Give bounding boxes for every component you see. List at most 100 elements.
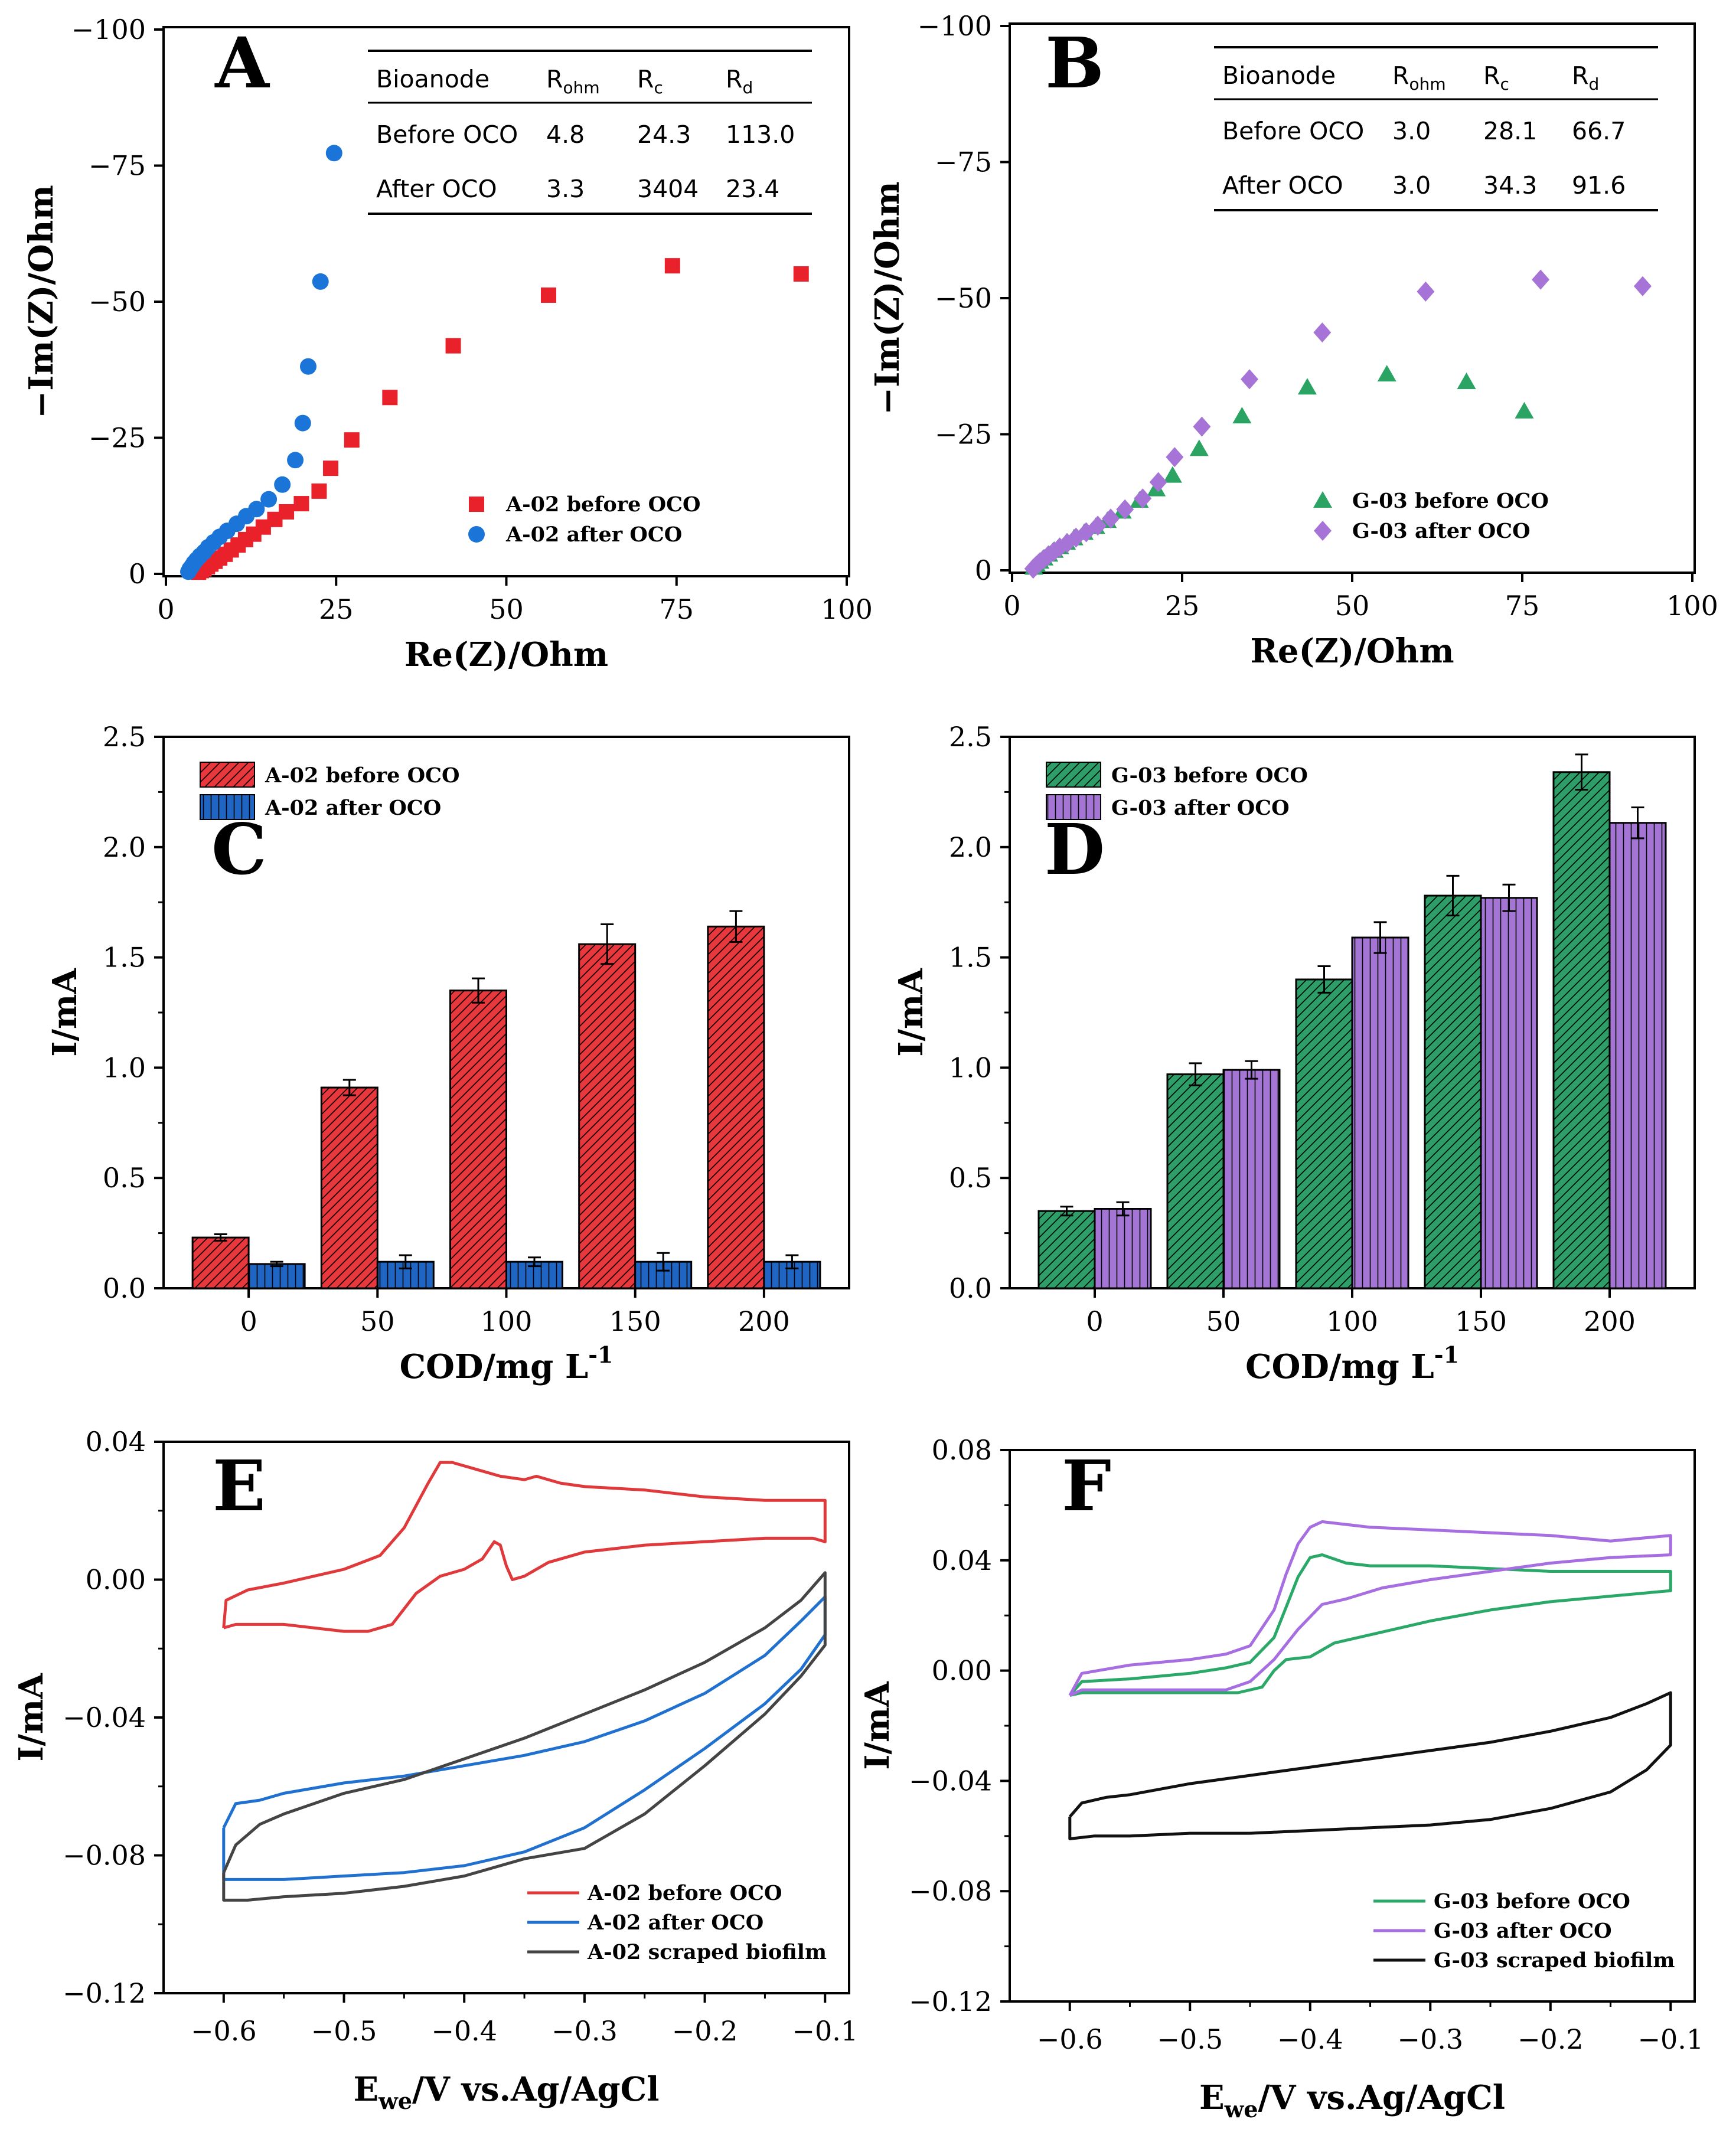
y-tick-label: −0.04 — [909, 1765, 992, 1797]
data-point — [445, 338, 461, 354]
data-point — [1377, 365, 1396, 382]
y-tick-label: 2.0 — [103, 831, 146, 863]
resistance-table: Bioanode Rohm Rc Rd Before OCO 4.8 24.3 113.0 Af… — [368, 50, 812, 215]
legend-label: G-03 after OCO — [1434, 1919, 1612, 1943]
cv-curve — [1068, 1553, 1672, 1697]
legend-label: A-02 after OCO — [265, 796, 441, 820]
legend-label: G-03 after OCO — [1111, 796, 1290, 820]
y-tick-label: 0 — [129, 558, 146, 590]
table-header-subscript: ohm — [563, 78, 600, 97]
panel-A: 00 25 −25 50 −50 75 −75 100 −100 Re(Z)/Ohm −Im(Z)/… — [22, 14, 873, 674]
data-point — [1232, 407, 1252, 424]
data-point — [299, 358, 316, 375]
bar-hatch — [1480, 897, 1538, 1289]
x-tick-label: 200 — [1584, 1305, 1636, 1337]
legend-swatch-hatch — [200, 762, 255, 788]
bar-hatch — [1608, 822, 1667, 1289]
legend-label: A-02 after OCO — [587, 1911, 763, 1935]
data-point — [1297, 378, 1317, 395]
table-header-subscript: d — [743, 78, 753, 97]
x-tick-label: −0.3 — [1397, 2023, 1463, 2055]
bar-hatch — [1094, 1208, 1152, 1289]
bar — [1480, 883, 1538, 1289]
x-tick-label: 100 — [1666, 590, 1718, 622]
x-tick-label: 50 — [489, 593, 524, 625]
data-point — [1417, 281, 1435, 302]
y-tick-label: −75 — [935, 146, 992, 178]
x-tick-label: −0.5 — [311, 2015, 377, 2047]
data-point — [1532, 269, 1550, 290]
cv-curve — [222, 1571, 827, 1902]
x-tick-label: −0.2 — [672, 2015, 738, 2047]
panel-B: 00 25 −25 50 −50 75 −75 100 −100 Re(Z)/Ohm −Im(Z)/… — [868, 10, 1718, 671]
bar-hatch — [1424, 894, 1482, 1289]
bar — [191, 1233, 250, 1289]
table-header: Rohm — [1392, 61, 1446, 94]
y-tick-label: −50 — [89, 286, 146, 318]
x-tick-label: 100 — [821, 593, 873, 625]
x-tick-label: −0.4 — [1277, 2023, 1343, 2055]
bar-hatch — [1351, 936, 1409, 1289]
table-header: Bioanode — [1222, 61, 1336, 90]
y-tick-label: 0.0 — [103, 1272, 146, 1304]
bar-hatch — [1222, 1069, 1281, 1289]
y-axis-label: I/mA — [12, 1673, 51, 1762]
legend-label: A-02 after OCO — [505, 523, 682, 547]
x-tick-label: 0 — [1003, 590, 1020, 622]
bar-hatch — [1166, 1073, 1225, 1289]
y-tick-label: 0.04 — [932, 1544, 992, 1576]
y-tick-label: −0.12 — [909, 1986, 992, 2017]
y-tick-label: 0.00 — [932, 1655, 992, 1687]
panel-D: 0.0 0.5 1.0 1.5 2.0 2.5 0 50 100 150 200 COD/mg L-1… — [892, 721, 1696, 1386]
table-header: Rd — [726, 65, 753, 97]
legend-label: G-03 scraped biofilm — [1434, 1948, 1675, 1973]
table-header-subscript: ohm — [1409, 74, 1446, 94]
data-point — [325, 145, 342, 162]
bar — [1222, 1060, 1281, 1289]
series-1 — [1024, 269, 1652, 579]
y-tick-label: −0.08 — [63, 1840, 146, 1872]
data-point — [279, 504, 295, 520]
bar — [376, 1254, 435, 1289]
x-tick-label: −0.6 — [1037, 2023, 1103, 2055]
data-point — [312, 273, 329, 290]
x-tick-label: −0.4 — [431, 2015, 497, 2047]
y-axis-label: −Im(Z)/Ohm — [868, 181, 907, 414]
panel-label: A — [214, 22, 270, 104]
panel-label: D — [1045, 808, 1105, 890]
x-axis-label: COD/mg L-1 — [1245, 1341, 1459, 1386]
legend-label: A-02 scraped biofilm — [587, 1940, 827, 1964]
table-cell: 113.0 — [726, 120, 795, 149]
y-tick-label: 0.00 — [86, 1564, 146, 1596]
data-point — [1457, 372, 1476, 389]
y-tick-label: −50 — [935, 282, 992, 314]
panel-label: C — [211, 808, 267, 890]
legend-label: A-02 before OCO — [505, 492, 700, 517]
data-point — [274, 476, 291, 493]
y-tick-label: 1.0 — [949, 1052, 992, 1083]
bar — [1166, 1062, 1225, 1289]
data-point — [1193, 416, 1211, 437]
panel-F: −0.6 −0.5 −0.4 −0.3 −0.2 −0.1 −0.12 −0.08 −0.04 0… — [858, 1434, 1704, 2123]
table-cell: 91.6 — [1572, 171, 1626, 200]
panel-label: E — [213, 1445, 266, 1527]
x-tick-label: −0.3 — [552, 2015, 618, 2047]
table-header-subscript: d — [1589, 74, 1600, 94]
y-tick-label: −0.08 — [909, 1875, 992, 1907]
y-tick-label: 1.5 — [103, 942, 146, 974]
x-tick-label: 25 — [1165, 590, 1200, 622]
y-tick-label: −0.12 — [63, 1977, 146, 2009]
table-header: Rd — [1572, 61, 1599, 94]
y-tick-label: 0.04 — [86, 1426, 146, 1458]
table-header-subscript: c — [654, 78, 663, 97]
data-point — [287, 452, 304, 469]
legend-label: G-03 after OCO — [1352, 519, 1531, 543]
table-cell: 24.3 — [637, 120, 691, 149]
x-axis-label-superscript: -1 — [588, 1341, 613, 1368]
x-tick-label: 0 — [1086, 1305, 1103, 1337]
legend-label: G-03 before OCO — [1352, 489, 1549, 513]
data-point — [1241, 369, 1259, 390]
x-tick-label: 150 — [609, 1305, 661, 1337]
data-point — [1089, 515, 1107, 536]
